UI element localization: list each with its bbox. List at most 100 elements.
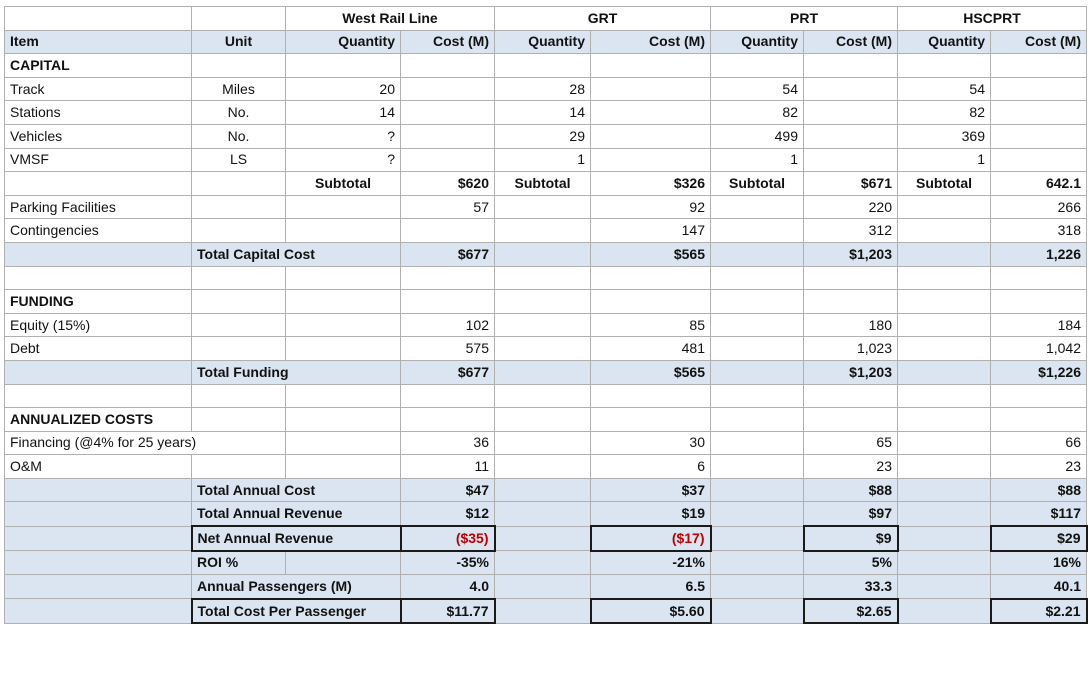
hscprt-cost-cell[interactable]: 66 xyxy=(990,430,1087,456)
west-quantity-cell[interactable]: 20 xyxy=(285,76,401,102)
empty-cell[interactable] xyxy=(285,218,401,243)
prt-total-cell[interactable]: $1,203 xyxy=(803,359,898,385)
grt-subtotal-cell[interactable]: $326 xyxy=(590,171,711,196)
west-cost-cell[interactable] xyxy=(400,218,495,243)
west-total-cell[interactable]: $12 xyxy=(400,501,495,527)
empty-cell[interactable] xyxy=(897,336,991,361)
west-cost-cell[interactable] xyxy=(400,123,495,149)
empty-cell[interactable] xyxy=(803,265,898,291)
grt-cost-cell[interactable]: 6 xyxy=(590,454,711,479)
empty-cell[interactable] xyxy=(990,53,1087,78)
empty-cell[interactable] xyxy=(590,53,711,78)
empty-cell[interactable] xyxy=(897,454,991,479)
empty-cell[interactable] xyxy=(710,336,804,361)
empty-cell[interactable] xyxy=(494,598,591,624)
grt-quantity-cell[interactable]: 28 xyxy=(494,76,591,102)
hscprt-total-cell[interactable]: $88 xyxy=(990,477,1087,503)
cost-per-passenger-label[interactable]: Total Cost Per Passenger xyxy=(190,597,402,625)
empty-cell[interactable] xyxy=(897,430,991,456)
empty-cell[interactable] xyxy=(710,574,804,600)
hscprt-cost-cell[interactable]: 318 xyxy=(990,218,1087,243)
hscprt-quantity-cell[interactable]: 1 xyxy=(897,147,991,173)
empty-cell[interactable] xyxy=(285,289,401,314)
empty-cell[interactable] xyxy=(710,194,804,220)
subtotal-label[interactable]: Subtotal xyxy=(285,171,401,196)
empty-cell[interactable] xyxy=(4,501,192,527)
empty-cell[interactable] xyxy=(285,454,401,479)
grt-net-cell[interactable]: ($17) xyxy=(589,525,712,552)
empty-cell[interactable] xyxy=(590,407,711,432)
hscprt-cost-per-passenger-cell[interactable]: $2.21 xyxy=(989,597,1088,625)
grt-total-cell[interactable]: $565 xyxy=(590,241,711,267)
group-prt[interactable]: PRT xyxy=(710,6,898,31)
empty-cell[interactable] xyxy=(590,383,711,409)
grt-cost-cell[interactable] xyxy=(590,100,711,125)
grt-quantity-cell[interactable]: 1 xyxy=(494,147,591,173)
column-header-cost[interactable]: Cost (M) xyxy=(990,29,1087,55)
empty-cell[interactable] xyxy=(191,53,286,78)
west-total-cell[interactable]: $677 xyxy=(400,359,495,385)
prt-quantity-cell[interactable]: 1 xyxy=(710,147,804,173)
annual-passengers-label[interactable]: Annual Passengers (M) xyxy=(191,574,401,600)
empty-cell[interactable] xyxy=(803,383,898,409)
subtotal-label[interactable]: Subtotal xyxy=(710,171,804,196)
empty-cell[interactable] xyxy=(590,265,711,291)
subtotal-label[interactable]: Subtotal xyxy=(897,171,991,196)
empty-cell[interactable] xyxy=(494,477,591,503)
empty-cell[interactable] xyxy=(710,383,804,409)
prt-quantity-cell[interactable]: 499 xyxy=(710,123,804,149)
west-cost-per-passenger-cell[interactable]: $11.77 xyxy=(399,597,496,625)
empty-cell[interactable] xyxy=(897,574,991,600)
empty-cell[interactable] xyxy=(494,501,591,527)
prt-cost-cell[interactable] xyxy=(803,100,898,125)
hscprt-cost-cell[interactable] xyxy=(990,147,1087,173)
west-cost-cell[interactable]: 575 xyxy=(400,336,495,361)
empty-cell[interactable] xyxy=(191,289,286,314)
item-cell[interactable]: Financing (@4% for 25 years) xyxy=(4,430,286,456)
empty-cell[interactable] xyxy=(4,477,192,503)
empty-cell[interactable] xyxy=(710,312,804,338)
prt-cost-cell[interactable]: 1,023 xyxy=(803,336,898,361)
prt-cost-cell[interactable]: 65 xyxy=(803,430,898,456)
item-cell[interactable]: Debt xyxy=(4,336,192,361)
column-header-quantity[interactable]: Quantity xyxy=(285,29,401,55)
unit-cell[interactable]: Miles xyxy=(191,76,286,102)
column-header-quantity[interactable]: Quantity xyxy=(710,29,804,55)
empty-cell[interactable] xyxy=(191,407,286,432)
empty-cell[interactable] xyxy=(191,336,286,361)
empty-cell[interactable] xyxy=(710,265,804,291)
group-hscprt[interactable]: HSCPRT xyxy=(897,6,1087,31)
hscprt-cost-cell[interactable] xyxy=(990,100,1087,125)
unit-cell[interactable]: No. xyxy=(191,123,286,149)
empty-cell[interactable] xyxy=(990,383,1087,409)
empty-cell[interactable] xyxy=(191,265,286,291)
west-passengers-cell[interactable]: 4.0 xyxy=(400,574,495,600)
total-funding-label[interactable]: Total Funding xyxy=(191,359,401,385)
empty-cell[interactable] xyxy=(710,454,804,479)
empty-cell[interactable] xyxy=(494,241,591,267)
prt-quantity-cell[interactable]: 54 xyxy=(710,76,804,102)
empty-cell[interactable] xyxy=(897,241,991,267)
grt-cost-cell[interactable]: 85 xyxy=(590,312,711,338)
grt-quantity-cell[interactable]: 14 xyxy=(494,100,591,125)
empty-cell[interactable] xyxy=(285,265,401,291)
hscprt-net-cell[interactable]: $29 xyxy=(989,525,1088,552)
item-cell[interactable]: Equity (15%) xyxy=(4,312,192,338)
item-cell[interactable]: VMSF xyxy=(4,147,192,173)
net-annual-revenue-label[interactable]: Net Annual Revenue xyxy=(190,525,402,552)
empty-cell[interactable] xyxy=(494,407,591,432)
empty-cell[interactable] xyxy=(897,477,991,503)
hscprt-passengers-cell[interactable]: 40.1 xyxy=(990,574,1087,600)
item-cell[interactable]: Track xyxy=(4,76,192,102)
group-west-rail-line[interactable]: West Rail Line xyxy=(285,6,495,31)
empty-cell[interactable] xyxy=(710,598,804,624)
total-capital-label[interactable]: Total Capital Cost xyxy=(191,241,401,267)
empty-cell[interactable] xyxy=(494,574,591,600)
empty-cell[interactable] xyxy=(285,550,401,576)
hscprt-quantity-cell[interactable]: 82 xyxy=(897,100,991,125)
grt-cost-cell[interactable]: 92 xyxy=(590,194,711,220)
empty-cell[interactable] xyxy=(990,265,1087,291)
empty-cell[interactable] xyxy=(494,525,591,552)
empty-cell[interactable] xyxy=(4,574,192,600)
grt-cost-per-passenger-cell[interactable]: $5.60 xyxy=(589,597,712,625)
